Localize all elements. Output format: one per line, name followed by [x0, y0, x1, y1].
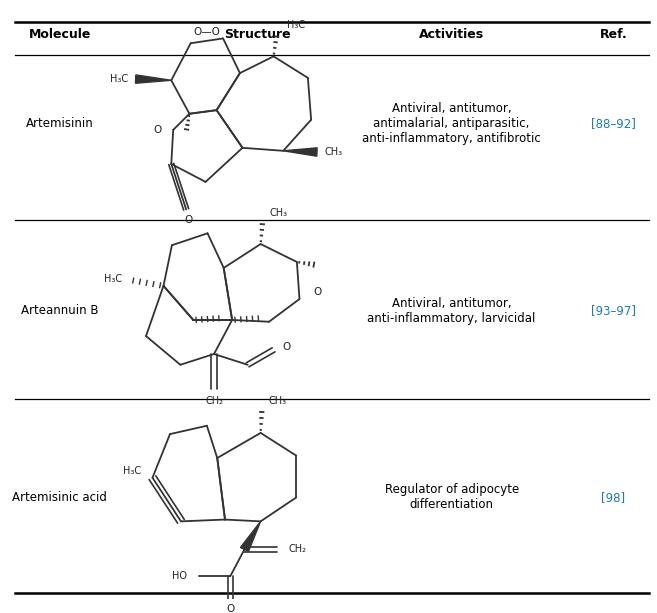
Text: Antiviral, antitumor,
anti-inflammatory, larvicidal: Antiviral, antitumor, anti-inflammatory,… — [367, 297, 536, 325]
Text: [88–92]: [88–92] — [591, 118, 636, 131]
Text: CH₂: CH₂ — [205, 395, 223, 406]
Text: CH₃: CH₃ — [269, 208, 288, 218]
Polygon shape — [240, 522, 261, 552]
Text: O: O — [226, 604, 235, 613]
Text: Regulator of adipocyte
differentiation: Regulator of adipocyte differentiation — [384, 484, 519, 511]
Text: H₃C: H₃C — [123, 465, 141, 476]
Text: H₃C: H₃C — [110, 74, 128, 84]
Text: Antiviral, antitumor,
antimalarial, antiparasitic,
anti-inflammatory, antifibrot: Antiviral, antitumor, antimalarial, anti… — [362, 102, 541, 145]
Text: CH₂: CH₂ — [288, 544, 306, 554]
Text: O—O: O—O — [193, 28, 220, 37]
Text: [93–97]: [93–97] — [591, 305, 636, 318]
Text: [98]: [98] — [601, 491, 625, 504]
Text: O: O — [314, 287, 322, 297]
Text: O: O — [185, 215, 193, 225]
Text: Activities: Activities — [419, 28, 484, 40]
Text: Structure: Structure — [224, 28, 290, 40]
Text: H₃C: H₃C — [286, 20, 305, 30]
Text: O: O — [283, 342, 291, 352]
Text: CH₃: CH₃ — [324, 147, 342, 157]
Text: Molecule: Molecule — [29, 28, 91, 40]
Text: Ref.: Ref. — [600, 28, 627, 40]
Polygon shape — [283, 148, 317, 156]
Polygon shape — [135, 75, 171, 83]
Text: Arteannuin B: Arteannuin B — [21, 305, 99, 318]
Text: H₃C: H₃C — [104, 274, 122, 284]
Text: Artemisinin: Artemisinin — [26, 118, 94, 131]
Text: CH₃: CH₃ — [269, 396, 286, 406]
Text: O: O — [153, 125, 162, 135]
Text: Artemisinic acid: Artemisinic acid — [12, 491, 107, 504]
Text: HO: HO — [172, 571, 187, 581]
